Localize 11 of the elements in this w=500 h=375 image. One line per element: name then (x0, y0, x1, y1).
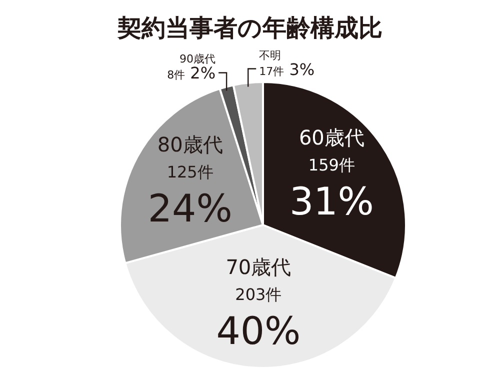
chart-title: 契約当事者の年齢構成比 (116, 13, 384, 44)
data-label: 159件 31% (289, 156, 374, 224)
data-label: 125件 24% (148, 162, 232, 230)
data-label: 8件 2% (167, 64, 216, 83)
slice-label: 不明 (259, 48, 282, 62)
slice-label: 90歳代 (180, 52, 216, 66)
data-label: 203件 40% (216, 284, 301, 353)
slice-label: 60歳代 (298, 126, 364, 150)
data-label: 17件 3% (259, 60, 315, 79)
slice-label: 80歳代 (157, 132, 223, 156)
slice-label: 70歳代 (226, 254, 292, 279)
